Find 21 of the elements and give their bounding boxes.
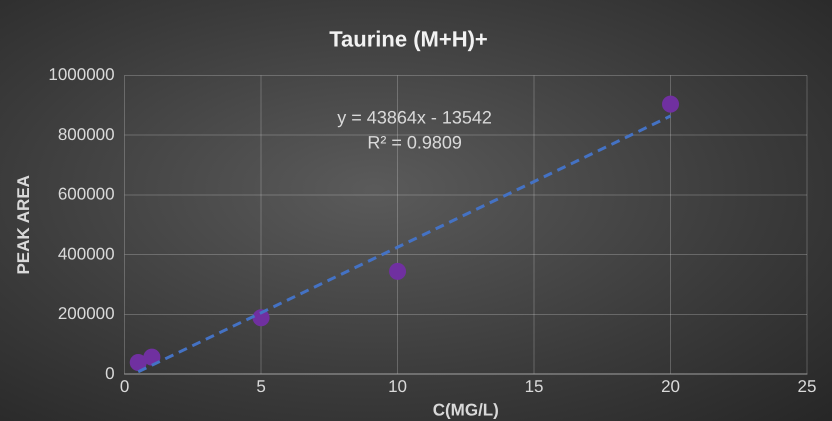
x-axis-title: C(MG/L) [432, 400, 499, 420]
y-tick-label: 400000 [58, 244, 115, 264]
annotation: R² = 0.9809 [367, 132, 462, 152]
x-tick-label: 25 [798, 377, 816, 396]
x-tick-label: 15 [524, 377, 544, 396]
point [130, 354, 147, 372]
y-tick-label: 800000 [58, 124, 115, 144]
point [143, 348, 160, 366]
y-axis-title: PEAK AREA [14, 175, 33, 275]
chart-title: Taurine (M+H)+ [329, 26, 488, 52]
y-tick-label: 600000 [58, 184, 115, 204]
x-tick-label: 5 [256, 377, 266, 396]
x-tick-label: 20 [661, 377, 680, 396]
point [662, 96, 680, 113]
y-tick-label: 200000 [58, 304, 115, 324]
x-tick-label: 10 [388, 377, 408, 396]
point [389, 262, 406, 280]
y-tick-label: 1000000 [48, 65, 115, 84]
y-tick-label: 0 [105, 364, 115, 383]
x-tick-label: 0 [120, 377, 130, 396]
annotation: y = 43864x - 13542 [337, 107, 492, 128]
